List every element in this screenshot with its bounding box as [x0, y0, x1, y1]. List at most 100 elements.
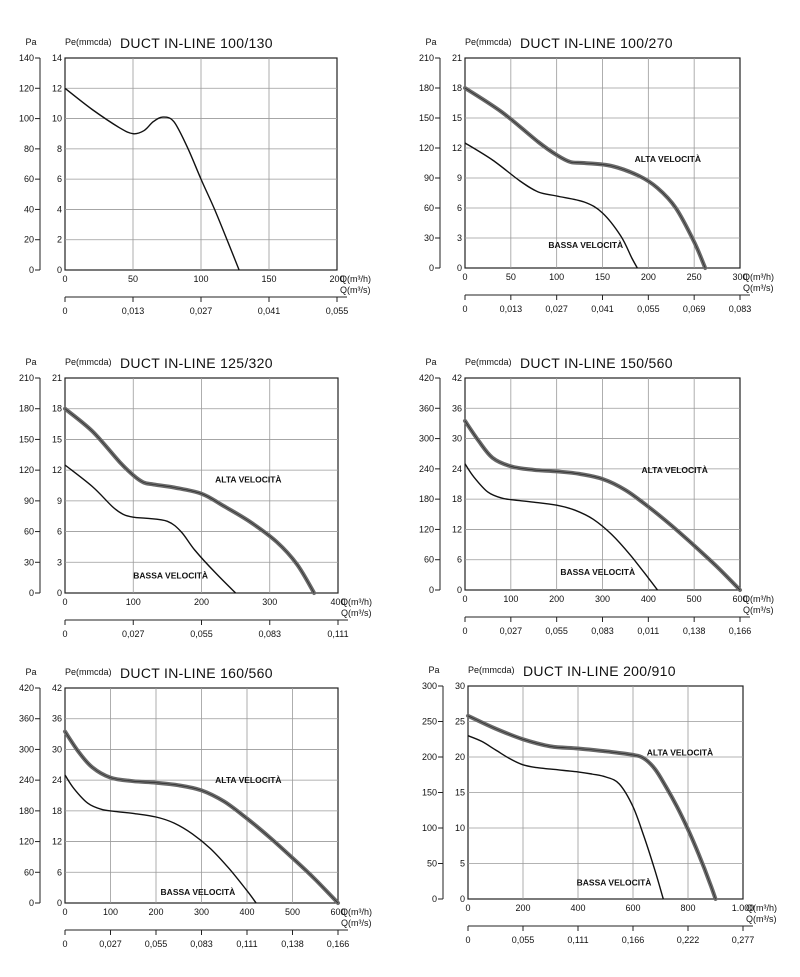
secondary-x-tick-label: 0,138	[281, 939, 304, 949]
chart-panel: 0 100 200 300 400003306609901212015150181802…	[19, 355, 372, 639]
curve-alta-velocita	[466, 713, 718, 901]
y-tick-label-pa: 150	[419, 113, 434, 123]
y-tick-label-pa: 60	[424, 555, 434, 565]
y-tick-label-pa: 120	[419, 524, 434, 534]
secondary-x-tick-label: 0,069	[683, 304, 706, 314]
x-tick-label: 150	[595, 272, 610, 282]
y-tick-label-pa: 30	[424, 233, 434, 243]
y-tick-label-mmcda: 2	[57, 235, 62, 245]
secondary-x-tick-label: 0,222	[677, 935, 700, 945]
secondary-x-axis-label: Q(m³/s)	[743, 605, 774, 615]
x-tick-label: 400	[239, 907, 254, 917]
y-tick-label-pa: 300	[422, 681, 437, 691]
y-tick-label-mmcda: 30	[52, 744, 62, 754]
x-tick-label: 200	[194, 597, 209, 607]
y-tick-label-pa: 180	[19, 404, 34, 414]
x-tick-label: 0	[465, 903, 470, 913]
x-tick-label: 50	[128, 274, 138, 284]
x-tick-label: 400	[570, 903, 585, 913]
y-tick-label-mmcda: 6	[57, 174, 62, 184]
y-tick-label-pa: 300	[419, 434, 434, 444]
y-tick-label-mmcda: 25	[455, 717, 465, 727]
secondary-x-tick-label: 0,055	[545, 626, 568, 636]
secondary-x-tick-label: 0,027	[122, 629, 145, 639]
y-tick-label-pa: 180	[19, 806, 34, 816]
y-tick-label-pa: 150	[422, 788, 437, 798]
chart-panel: 0 100 200 300 400 500 600006601212018180242403…	[419, 355, 774, 636]
curve-alta-velocita-core	[464, 87, 706, 269]
curve-label: BASSA VELOCITÀ	[133, 571, 208, 581]
y-tick-label-pa: 120	[19, 465, 34, 475]
secondary-x-axis-label: Q(m³/s)	[341, 608, 372, 618]
y-tick-label-mmcda: 9	[57, 496, 62, 506]
y-tick-label-pa: 0	[29, 898, 34, 908]
y-tick-label-mmcda: 30	[455, 681, 465, 691]
y-tick-label-mmcda: 18	[52, 404, 62, 414]
curve-label: ALTA VELOCITÀ	[215, 775, 281, 785]
y-tick-label-mmcda: 21	[52, 373, 62, 383]
x-axis-label: Q(m³/h)	[746, 903, 777, 913]
secondary-x-axis-label: Q(m³/s)	[341, 918, 372, 928]
y-tick-label-pa: 360	[419, 403, 434, 413]
y-tick-label-mmcda: 6	[57, 867, 62, 877]
y-tick-label-pa: 250	[422, 717, 437, 727]
curve-label: BASSA VELOCITÀ	[577, 878, 652, 888]
y-tick-label-mmcda: 10	[52, 114, 62, 124]
pa-axis-label: Pa	[25, 37, 36, 47]
x-tick-label: 400	[641, 594, 656, 604]
x-tick-label: 100	[103, 907, 118, 917]
y-tick-label-mmcda: 30	[452, 434, 462, 444]
performance-curve	[64, 87, 240, 271]
y-tick-label-pa: 140	[19, 53, 34, 63]
secondary-x-axis-label: Q(m³/s)	[743, 283, 774, 293]
y-tick-label-mmcda: 12	[452, 524, 462, 534]
y-tick-label-mmcda: 12	[452, 143, 462, 153]
secondary-x-axis-label: Q(m³/s)	[340, 285, 371, 295]
x-axis-label: Q(m³/h)	[743, 594, 774, 604]
secondary-x-tick-label: 0,013	[122, 306, 145, 316]
y-tick-label-mmcda: 10	[455, 823, 465, 833]
mmcda-axis-label: Pe(mmcda)	[65, 357, 112, 367]
x-tick-label: 0	[62, 907, 67, 917]
secondary-x-tick-label: 0,083	[591, 626, 614, 636]
chart-panel: 0 50 100 150 2000022044066088010100121201414…	[19, 35, 371, 316]
x-tick-label: 100	[193, 274, 208, 284]
chart-title: DUCT IN-LINE 100/270	[520, 35, 673, 51]
y-tick-label-pa: 180	[419, 494, 434, 504]
secondary-x-tick-label: 0,055	[637, 304, 660, 314]
secondary-x-tick-label: 0,111	[236, 939, 257, 949]
curve-bassa-velocita	[467, 735, 664, 900]
y-tick-label-pa: 120	[19, 83, 34, 93]
x-tick-label: 150	[261, 274, 276, 284]
mmcda-axis-label: Pe(mmcda)	[468, 665, 515, 675]
curve-bassa-velocita	[464, 142, 638, 269]
secondary-x-tick-label: 0,166	[622, 935, 645, 945]
x-tick-label: 100	[549, 272, 564, 282]
y-tick-label-mmcda: 36	[452, 403, 462, 413]
y-tick-label-mmcda: 20	[455, 752, 465, 762]
y-tick-label-pa: 40	[24, 204, 34, 214]
x-tick-label: 200	[641, 272, 656, 282]
x-tick-label: 1.000	[732, 903, 755, 913]
chart-title: DUCT IN-LINE 100/130	[120, 35, 273, 51]
y-tick-label-pa: 90	[424, 173, 434, 183]
y-tick-label-mmcda: 36	[52, 714, 62, 724]
curve-label: ALTA VELOCITÀ	[215, 474, 281, 484]
x-tick-label: 500	[687, 594, 702, 604]
secondary-x-tick-label: 0,083	[190, 939, 213, 949]
y-tick-label-pa: 420	[19, 683, 34, 693]
secondary-x-axis-label: Q(m³/s)	[746, 914, 777, 924]
x-tick-label: 300	[732, 272, 747, 282]
y-tick-label-pa: 210	[19, 373, 34, 383]
y-tick-label-mmcda: 0	[457, 585, 462, 595]
curve-bassa-velocita	[64, 464, 237, 594]
y-tick-label-pa: 0	[29, 588, 34, 598]
y-tick-label-mmcda: 24	[452, 464, 462, 474]
y-tick-label-mmcda: 4	[57, 204, 62, 214]
curve-alta-velocita-core	[467, 715, 716, 900]
curve-label: BASSA VELOCITÀ	[161, 887, 236, 897]
secondary-x-tick-label: 0,027	[500, 626, 523, 636]
secondary-x-tick-label: 0,277	[732, 935, 755, 945]
x-axis-label: Q(m³/h)	[340, 274, 371, 284]
